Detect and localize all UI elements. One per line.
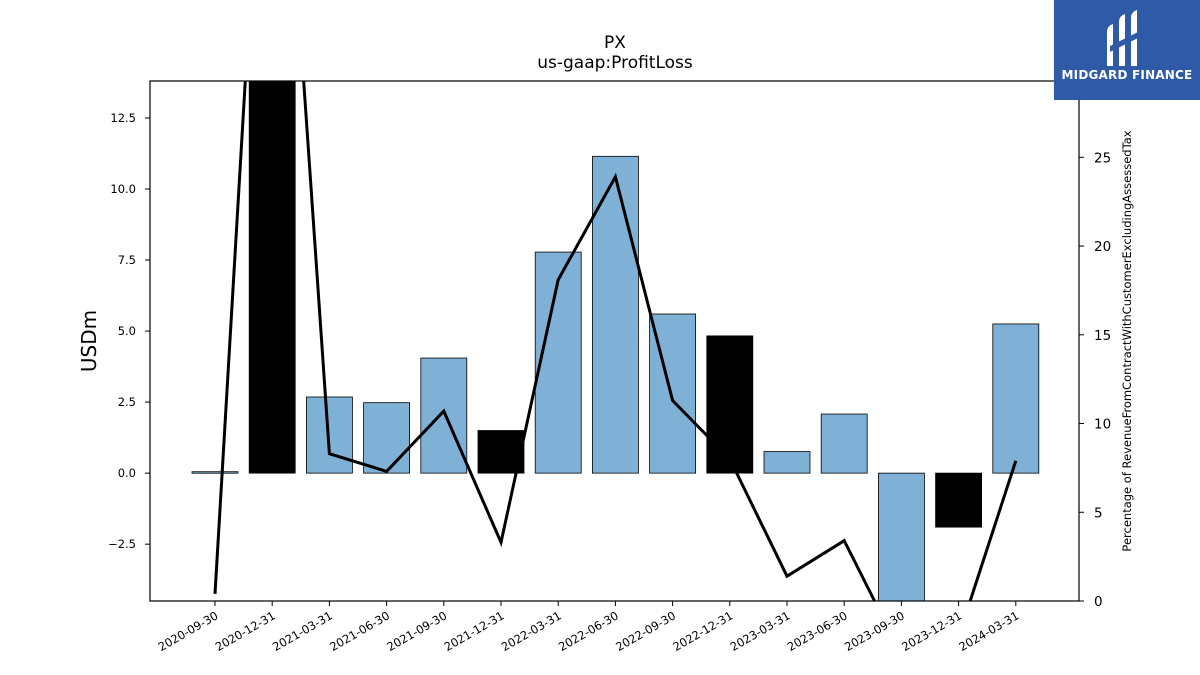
chart-subtitle: us-gaap:ProfitLoss <box>537 53 693 73</box>
x-tick-label: 2022-03-31 <box>499 608 564 654</box>
x-tick-label: 2021-03-31 <box>270 608 335 654</box>
y-axis-label: USDm <box>77 310 101 372</box>
midgard-logo-icon <box>1107 10 1142 66</box>
x-tick-label: 2021-09-30 <box>384 608 449 654</box>
bar-2021-09-30 <box>420 357 468 474</box>
bar-2022-03-31 <box>534 251 582 474</box>
x-tick-label: 2021-12-31 <box>442 608 507 654</box>
bar-2023-09-30 <box>878 472 925 602</box>
bar-2023-12-31 <box>935 472 982 528</box>
bar-series <box>191 80 1040 602</box>
y-axis-right: 0 5 10 15 20 25 <box>1079 150 1111 610</box>
x-tick-label: 2023-09-30 <box>842 608 907 654</box>
bar-2023-06-30 <box>820 413 868 474</box>
y2-tick-label: 25 <box>1094 150 1111 166</box>
x-tick-label: 2022-12-31 <box>670 608 735 654</box>
x-tick-label: 2020-09-30 <box>156 608 221 654</box>
y2-axis-label: Percentage of RevenueFromContractWithCus… <box>1120 130 1134 551</box>
brand-logo: MIDGARD FINANCE <box>1054 0 1200 100</box>
x-tick-label: 2024-03-31 <box>956 608 1021 654</box>
x-tick-label: 2020-12-31 <box>213 608 278 654</box>
y-tick-label: 12.5 <box>110 111 136 125</box>
y2-tick-label: 5 <box>1094 505 1103 521</box>
y-tick-label: 10.0 <box>110 182 136 196</box>
y2-tick-label: 15 <box>1094 328 1111 344</box>
x-tick-label: 2023-03-31 <box>728 608 793 654</box>
x-tick-label: 2022-09-30 <box>613 608 678 654</box>
y-axis-left: −2.5 0.0 2.5 5.0 7.5 10.0 12.5 <box>108 111 150 551</box>
plot-frame <box>149 80 1080 602</box>
y2-tick-label: 10 <box>1094 417 1111 433</box>
bar-2024-03-31 <box>992 323 1040 474</box>
y-tick-label: 2.5 <box>118 395 136 409</box>
bar-2020-12-31 <box>248 80 296 474</box>
y2-tick-label: 20 <box>1094 239 1111 255</box>
chart-title: PX <box>604 33 626 53</box>
line-path <box>213 81 1018 601</box>
y2-tick-label: 0 <box>1094 594 1103 610</box>
bar-2023-03-31 <box>763 451 811 474</box>
bar-2022-12-31 <box>706 335 754 474</box>
x-tick-label: 2023-06-30 <box>785 608 850 654</box>
x-axis: 2020-09-302020-12-312021-03-312021-06-30… <box>156 601 1021 654</box>
x-tick-label: 2022-06-30 <box>556 608 621 654</box>
y-tick-label: 5.0 <box>118 324 136 338</box>
x-tick-label: 2023-12-31 <box>899 608 964 654</box>
line-series <box>213 81 1018 601</box>
y-tick-label: −2.5 <box>108 537 136 551</box>
bar-2021-06-30 <box>363 402 411 474</box>
x-tick-label: 2021-06-30 <box>327 608 392 654</box>
logo-text: MIDGARD FINANCE <box>1061 68 1193 82</box>
y-tick-label: 0.0 <box>118 466 136 480</box>
y-tick-label: 7.5 <box>118 253 136 267</box>
bar-2020-09-30 <box>191 471 239 474</box>
bar-2022-06-30 <box>592 155 639 474</box>
